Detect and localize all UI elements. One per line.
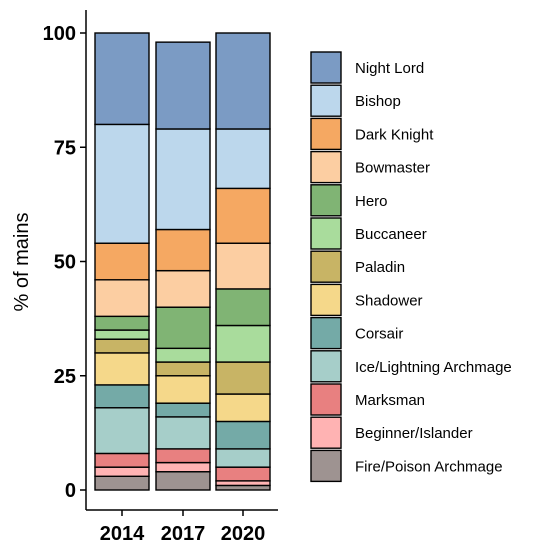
- bar-segment-2017-buccaneer: [155, 347, 211, 363]
- legend-label-marksman: Marksman: [355, 392, 425, 409]
- bar-segment-2014-buccaneer: [94, 329, 150, 340]
- bar-segment-2020-paladin: [215, 361, 271, 395]
- legend-label-corsair: Corsair: [355, 326, 403, 343]
- bar-segment-2014-marksman: [94, 452, 150, 468]
- bar-segment-2014-night-lord: [94, 32, 150, 126]
- bar-segment-2017-hero: [155, 306, 211, 350]
- bars-group: [94, 32, 271, 491]
- bar-segment-2017-shadower: [155, 375, 211, 404]
- legend-swatch-bowmaster: [310, 150, 342, 184]
- legend-swatch-fire-poison-archmage: [310, 449, 342, 483]
- bar-segment-2020-shadower: [215, 393, 271, 423]
- bar-segment-2017-paladin: [155, 361, 211, 377]
- bar-segment-2020-buccaneer: [215, 324, 271, 363]
- legend-swatch-dark-knight: [310, 117, 342, 151]
- legend-label-bishop: Bishop: [355, 93, 401, 110]
- legend-label-hero: Hero: [355, 193, 388, 210]
- bar-segment-2014-beginner-islander: [94, 466, 150, 477]
- bar-segment-2017-night-lord: [155, 41, 211, 130]
- bar-segment-2014-paladin: [94, 338, 150, 354]
- legend-swatch-shadower: [310, 283, 342, 317]
- legend: Night Lord Bishop Dark Knight Bowmaster Hero…: [310, 51, 512, 483]
- x-tick-label-2017: 2017: [161, 523, 206, 545]
- x-tick-label-2014: 2014: [100, 523, 145, 545]
- legend-swatch-buccaneer: [310, 217, 342, 250]
- bar-segment-2020-dark-knight: [215, 187, 271, 244]
- bar-segment-2020-hero: [215, 288, 271, 327]
- legend-swatch-beginner-islander: [310, 416, 342, 449]
- legend-swatch-ice-lightning-archmage: [310, 350, 342, 383]
- bar-segment-2017-bowmaster: [155, 269, 211, 308]
- legend-label-night-lord: Night Lord: [355, 60, 424, 77]
- bar-segment-2014-fire-poison-archmage: [94, 475, 150, 491]
- bar-segment-2017-beginner-islander: [155, 461, 211, 473]
- bar-segment-2020-bowmaster: [215, 242, 271, 290]
- legend-label-ice-lightning-archmage: Ice/Lightning Archmage: [355, 359, 512, 376]
- legend-swatch-hero: [310, 184, 342, 217]
- bar-segment-2014-corsair: [94, 384, 150, 409]
- bar-segment-2020-ice-lightning-archmage: [215, 448, 271, 468]
- bar-segment-2017-dark-knight: [155, 228, 211, 272]
- legend-swatch-marksman: [310, 383, 342, 416]
- x-ticks-group: 2014 2017 2020: [100, 510, 266, 545]
- bar-segment-2014-bishop: [94, 123, 150, 244]
- y-tick-label: 100: [43, 23, 76, 45]
- bar-segment-2017-fire-poison-archmage: [155, 471, 211, 491]
- bar-segment-2020-night-lord: [215, 32, 271, 130]
- legend-label-shadower: Shadower: [355, 292, 423, 309]
- legend-label-fire-poison-archmage: Fire/Poison Archmage: [355, 458, 503, 475]
- bar-segment-2014-shadower: [94, 352, 150, 386]
- y-tick-label: 50: [54, 252, 76, 274]
- y-ticks-group: 0 25 50 75 100: [43, 23, 86, 502]
- legend-label-buccaneer: Buccaneer: [355, 226, 427, 243]
- legend-label-dark-knight: Dark Knight: [355, 126, 434, 143]
- bar-segment-2017-ice-lightning-archmage: [155, 416, 211, 450]
- x-tick-label-2020: 2020: [221, 523, 266, 545]
- bar-segment-2017-bishop: [155, 128, 211, 231]
- bar-segment-2020-bishop: [215, 128, 271, 190]
- bar-segment-2014-bowmaster: [94, 279, 150, 318]
- bar-segment-2020-corsair: [215, 420, 271, 450]
- bar-segment-2020-marksman: [215, 466, 271, 482]
- bar-segment-2017-marksman: [155, 448, 211, 464]
- legend-label-beginner-islander: Beginner/Islander: [355, 425, 473, 442]
- bar-segment-2017-corsair: [155, 402, 211, 418]
- bar-segment-2014-hero: [94, 315, 150, 331]
- legend-swatch-bishop: [310, 84, 342, 117]
- legend-label-bowmaster: Bowmaster: [355, 160, 430, 177]
- y-axis-title: % of mains: [11, 213, 33, 312]
- y-tick-label: 0: [65, 480, 76, 502]
- bar-segment-2014-dark-knight: [94, 242, 150, 281]
- legend-label-paladin: Paladin: [355, 259, 405, 276]
- legend-swatch-paladin: [310, 250, 342, 283]
- y-tick-label: 75: [54, 137, 76, 159]
- y-tick-label: 25: [54, 366, 76, 388]
- bar-segment-2014-ice-lightning-archmage: [94, 407, 150, 455]
- legend-swatch-night-lord: [310, 51, 342, 84]
- legend-swatch-corsair: [310, 316, 342, 350]
